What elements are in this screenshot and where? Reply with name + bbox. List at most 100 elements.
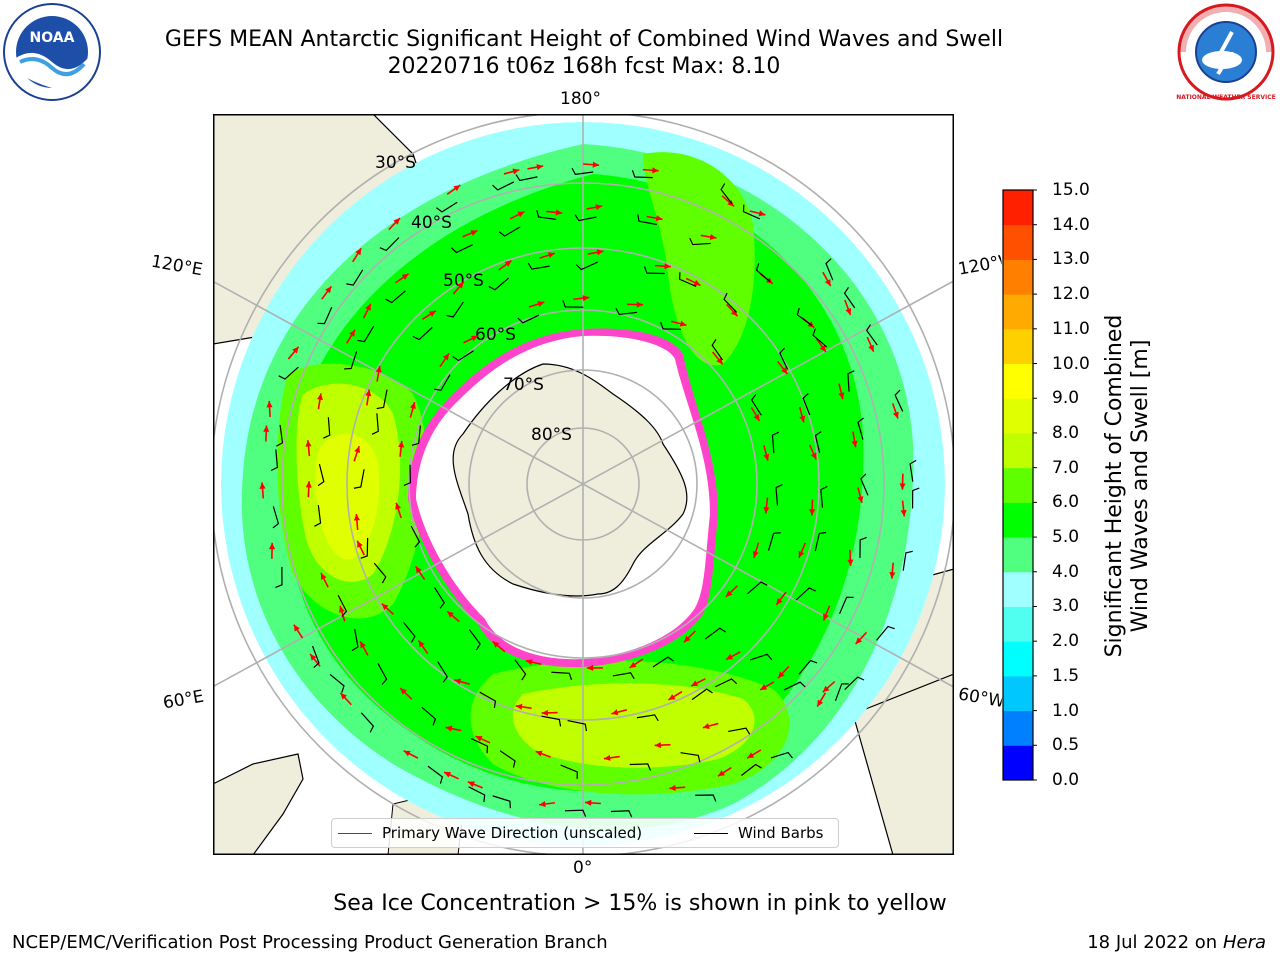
wave-direction-arrowhead [393, 218, 400, 225]
wind-barb [499, 750, 516, 768]
wave-direction-arrowhead [582, 295, 590, 302]
wave-direction-arrowhead [535, 750, 543, 757]
map-frame [213, 114, 954, 855]
colorbar-segment [1003, 190, 1033, 226]
wind-barb [779, 347, 789, 370]
colorbar-segment [1003, 502, 1033, 538]
wave-direction-arrowhead [603, 754, 611, 761]
wave-direction-arrowhead [823, 613, 829, 621]
wind-barb [615, 307, 638, 316]
map-legend: Primary Wave Direction (unscaled) Wind B… [331, 818, 839, 848]
wind-barb [728, 727, 751, 735]
wave-direction-arrowhead [709, 233, 717, 241]
wind-barb [360, 537, 369, 559]
wind-barb [652, 656, 674, 668]
wind-barb [742, 204, 761, 220]
wave-direction-arrowhead [851, 440, 858, 448]
wind-barb [379, 237, 400, 252]
wind-barb [571, 167, 594, 175]
wind-barb [470, 738, 489, 754]
colorbar-tick-label: 6.0 [1052, 492, 1080, 513]
wave-direction-arrowhead [889, 572, 896, 579]
wave-direction-arrowhead [683, 635, 691, 643]
wind-barb [771, 431, 780, 454]
wind-barb [770, 751, 793, 759]
wind-barb [574, 214, 597, 222]
wind-barb [450, 244, 473, 254]
wind-barb [843, 287, 856, 309]
legend-swatch-black-line [694, 832, 728, 834]
colorbar-tick-label: 13.0 [1052, 249, 1090, 270]
wave-direction-arrowhead [654, 742, 661, 749]
wave-direction-arrowhead [664, 263, 671, 270]
land-africa [213, 753, 304, 855]
wave-direction-arrowhead [305, 481, 312, 488]
wave-direction-arrowhead [778, 671, 785, 679]
nws-logo: NATIONAL WEATHER SERVICE [1176, 3, 1276, 101]
wind-barb [314, 505, 322, 527]
wave-direction-arrowhead [310, 653, 317, 661]
legend-item-wind-barbs: Wind Barbs [694, 824, 823, 842]
wind-barb [376, 389, 388, 410]
colorbar-tick-label: 10.0 [1052, 353, 1090, 374]
wave-direction-arrowhead [470, 335, 478, 342]
chart-title: GEFS MEAN Antarctic Significant Height o… [164, 27, 1004, 52]
lon-label-120w: 120°W [956, 252, 1004, 280]
wave-direction-arrowhead [365, 303, 371, 311]
colorbar-tick-label: 4.0 [1052, 561, 1080, 582]
wind-barb [468, 786, 486, 802]
colorbar-segment [1003, 675, 1033, 712]
colorbar-tick-label: 1.0 [1052, 700, 1080, 721]
wave-direction-arrowhead [415, 566, 422, 574]
wind-barb [679, 272, 697, 287]
wave-direction-arrowhead [445, 725, 453, 732]
colorbar-segment [1003, 710, 1033, 746]
wave-direction-arrowhead [781, 367, 788, 375]
wind-barb [749, 653, 773, 661]
wave-direction-arrowhead [293, 624, 300, 632]
wave-direction-arrowhead [353, 514, 360, 521]
wind-barb [373, 562, 387, 584]
noaa-logo-text: NOAA [30, 30, 75, 46]
wind-barb [695, 794, 717, 802]
wind-barb [427, 765, 444, 784]
wind-barb [755, 263, 771, 283]
wind-barb [636, 714, 659, 722]
wind-barb [798, 659, 818, 675]
wave-direction-arrowhead [726, 653, 734, 660]
wave-direction-arrowhead [693, 279, 701, 286]
colorbar-label-line2: Wind Waves and Swell [m] [1128, 339, 1153, 633]
legend-swatch-red-line [338, 832, 372, 834]
wave-direction-arrowhead [365, 389, 372, 397]
wave-direction-arrowhead [727, 199, 735, 207]
graticule [213, 114, 954, 855]
wave-direction-arrowhead [679, 320, 687, 327]
colorbar-tick-label: 15.0 [1052, 180, 1090, 200]
colorbar-tick-label: 11.0 [1052, 318, 1090, 339]
wind-barb [344, 351, 358, 370]
wave-direction-arrowhead [395, 502, 402, 510]
wave-direction-arrowhead [457, 281, 464, 289]
colorbar-label: Significant Height of Combined Wind Wave… [1102, 286, 1154, 686]
wind-barb [783, 681, 806, 691]
land-antarctica [452, 363, 688, 597]
wave-direction-arrowhead [354, 446, 361, 454]
wind-barb [357, 325, 375, 343]
wave-direction-arrowhead [629, 661, 637, 668]
wave-direction-arrowhead [763, 506, 770, 514]
wind-barb [329, 673, 345, 693]
wind-barb [498, 226, 521, 237]
wave-direction-arrowhead [753, 414, 760, 422]
wind-barb [704, 627, 726, 640]
wave-direction-arrowhead [798, 550, 805, 558]
wind-barb [814, 430, 822, 454]
wind-barb [711, 339, 724, 361]
legend-label-wave-direction: Primary Wave Direction (unscaled) [382, 824, 643, 842]
wind-barb [715, 678, 738, 688]
wave-direction-arrowhead [512, 168, 520, 175]
wave-direction-arrowhead [444, 771, 452, 778]
wave-direction-arrowhead [636, 301, 644, 308]
colorbar-tick-label: 5.0 [1052, 527, 1080, 548]
wind-barb [723, 292, 738, 313]
footer-branch: NCEP/EMC/Verification Post Processing Pr… [12, 932, 608, 953]
